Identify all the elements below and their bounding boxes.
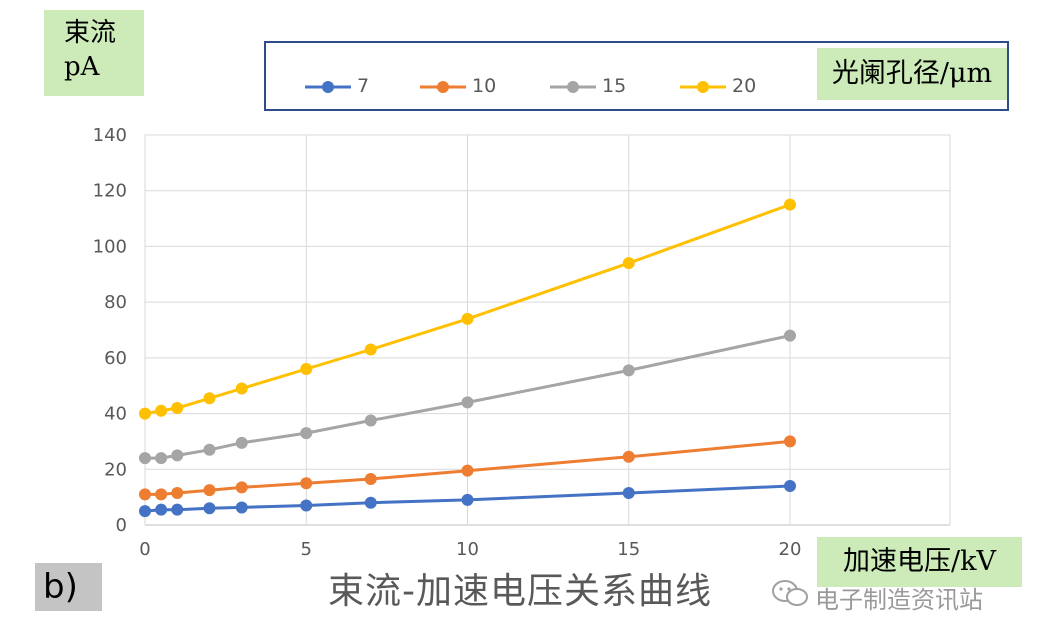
legend-marker (550, 81, 596, 93)
series-layer (139, 198, 796, 518)
legend-item: 10 (420, 72, 530, 102)
data-point (364, 343, 377, 356)
data-point (235, 481, 248, 494)
data-point (203, 484, 216, 497)
data-point (300, 427, 313, 440)
y-tick-label: 60 (104, 348, 127, 369)
legend-item: 7 (305, 72, 415, 102)
y-tick-label: 100 (93, 236, 127, 257)
gridlines (144, 134, 951, 526)
x-tick-label: 0 (139, 539, 150, 560)
x-tick-label: 20 (779, 539, 802, 560)
data-point (622, 257, 635, 270)
y-tick-label: 0 (116, 515, 127, 536)
data-point (155, 452, 168, 465)
panel-label: b) (35, 563, 102, 611)
data-point (364, 496, 377, 509)
data-point (235, 501, 248, 514)
legend-marker (680, 81, 726, 93)
y-tick-label: 140 (93, 125, 127, 146)
data-point (364, 414, 377, 427)
legend-marker (305, 81, 351, 93)
x-axis-label: 加速电压/kV (817, 537, 1022, 587)
data-point (139, 505, 151, 518)
data-point (300, 499, 313, 512)
wechat-icon (772, 580, 808, 606)
x-tick-label: 5 (301, 539, 312, 560)
data-point (235, 382, 248, 395)
data-point (622, 364, 635, 377)
data-point (461, 493, 474, 506)
y-axis-label: 束流 pA (44, 10, 144, 96)
series-20 (139, 198, 796, 420)
y-tick-label: 80 (104, 292, 127, 313)
data-point (155, 488, 168, 501)
data-point (139, 488, 151, 501)
data-point (203, 392, 216, 405)
data-point (235, 436, 248, 449)
legend-title: 光阑孔径/μm (817, 48, 1007, 100)
data-point (300, 363, 313, 375)
data-point (171, 486, 184, 499)
data-point (461, 464, 474, 477)
data-point (139, 407, 151, 420)
data-point (203, 443, 216, 456)
data-point (784, 198, 796, 211)
series-15 (139, 329, 796, 465)
data-point (155, 503, 168, 516)
data-point (171, 503, 184, 516)
data-point (622, 486, 635, 499)
data-point (139, 452, 151, 465)
chart-title: 束流-加速电压关系曲线 (328, 571, 712, 612)
y-tick-label: 120 (93, 181, 127, 202)
series-line (145, 439, 791, 496)
data-point (155, 404, 168, 417)
data-point (784, 329, 796, 342)
y-axis-label-line2: pA (64, 52, 100, 82)
data-point (203, 502, 216, 515)
y-axis-ticks: 0 20 40 60 80 100 120 140 (93, 125, 127, 536)
legend-label: 15 (602, 75, 627, 97)
y-tick-label: 40 (104, 404, 127, 425)
series-7 (139, 480, 796, 518)
legend-item: 15 (550, 72, 660, 102)
x-axis-ticks: 0 5 10 15 20 (139, 539, 801, 560)
watermark-text: 电子制造资讯站 (815, 586, 983, 614)
data-point (622, 450, 635, 463)
x-tick-label: 10 (456, 539, 479, 560)
series-line (145, 334, 791, 460)
legend-item: 20 (680, 72, 790, 102)
series-line (144, 203, 791, 416)
legend-label: 10 (472, 75, 497, 97)
data-point (300, 477, 313, 490)
legend-marker (420, 81, 466, 93)
data-point (461, 312, 474, 325)
series-line (144, 484, 791, 513)
data-point (171, 402, 184, 414)
data-point (364, 473, 377, 486)
x-tick-label: 15 (617, 539, 640, 560)
y-tick-label: 20 (104, 459, 127, 480)
data-point (784, 435, 796, 448)
data-point (171, 449, 184, 462)
legend-label: 20 (732, 75, 757, 97)
series-10 (139, 435, 796, 501)
legend-label: 7 (357, 75, 370, 97)
data-point (461, 396, 474, 409)
y-axis-label-line1: 束流 (64, 18, 117, 48)
data-point (784, 480, 796, 492)
